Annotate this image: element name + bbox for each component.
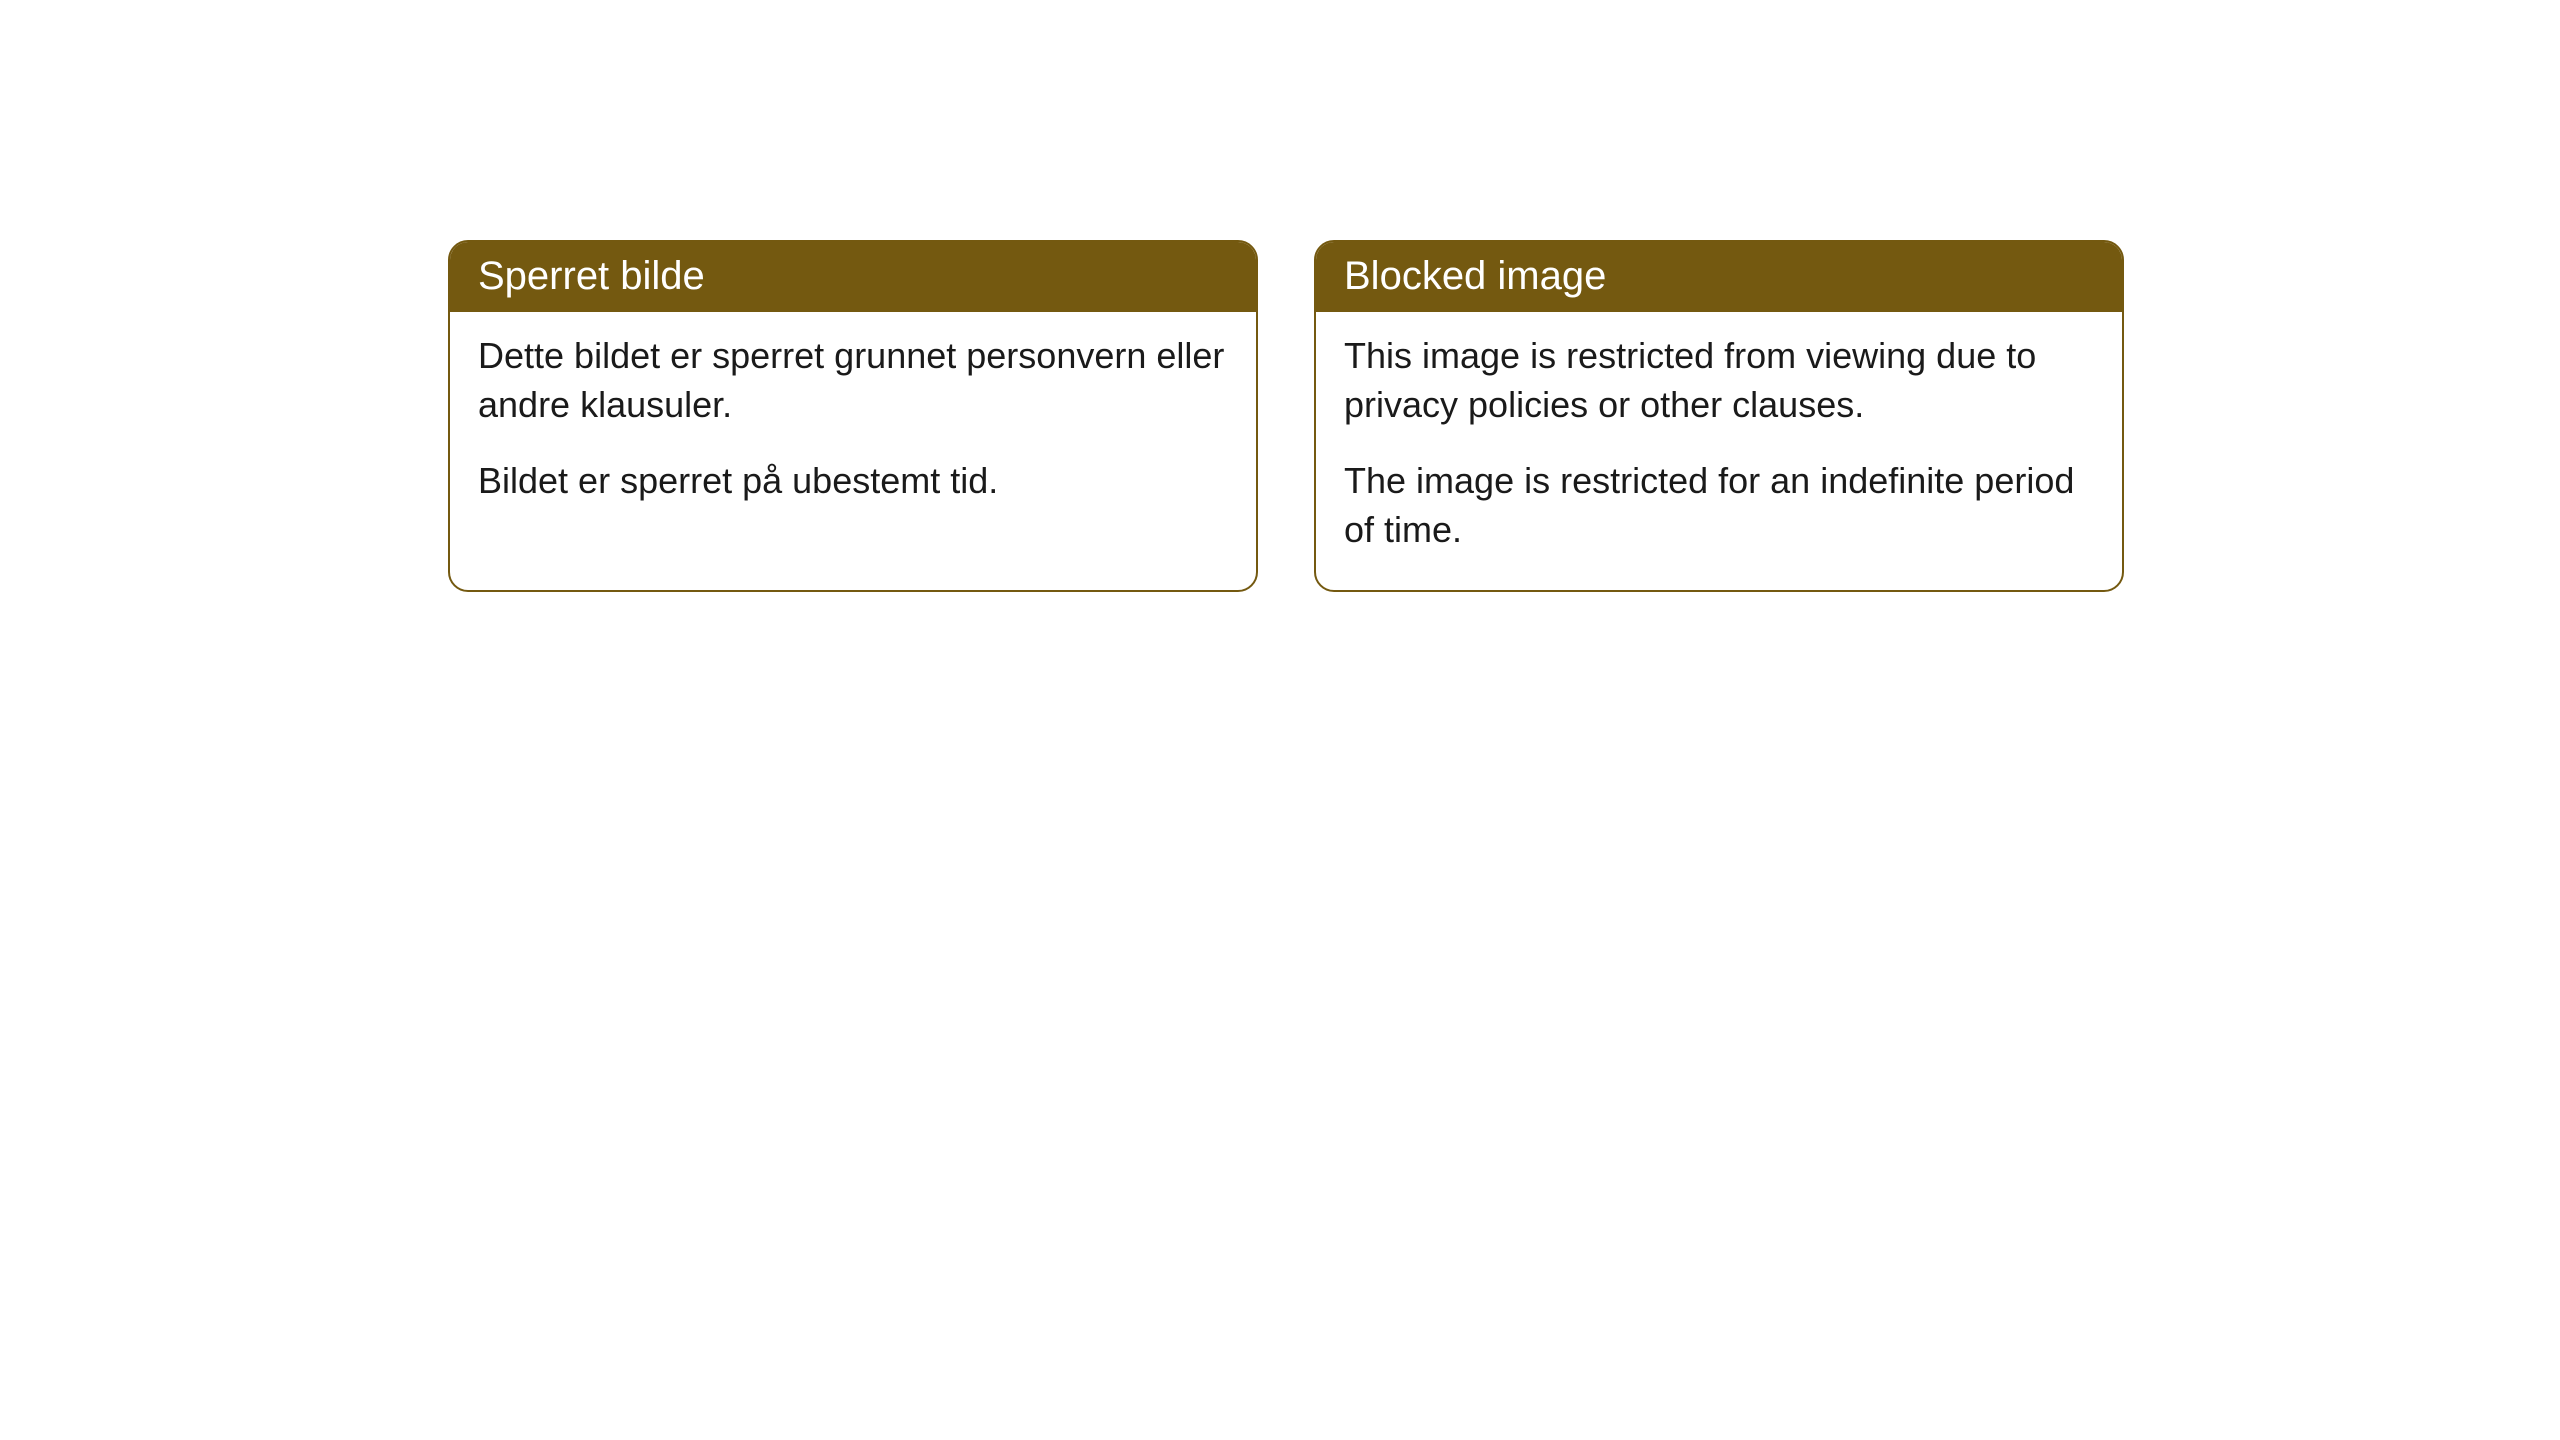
notice-card-english: Blocked image This image is restricted f… <box>1314 240 2124 592</box>
notice-body-norwegian: Dette bildet er sperret grunnet personve… <box>450 312 1256 542</box>
notice-paragraph: This image is restricted from viewing du… <box>1344 332 2094 429</box>
notice-paragraph: Dette bildet er sperret grunnet personve… <box>478 332 1228 429</box>
notice-container: Sperret bilde Dette bildet er sperret gr… <box>0 0 2560 592</box>
notice-card-norwegian: Sperret bilde Dette bildet er sperret gr… <box>448 240 1258 592</box>
notice-title-english: Blocked image <box>1316 242 2122 312</box>
notice-title-norwegian: Sperret bilde <box>450 242 1256 312</box>
notice-body-english: This image is restricted from viewing du… <box>1316 312 2122 590</box>
notice-paragraph: The image is restricted for an indefinit… <box>1344 457 2094 554</box>
notice-paragraph: Bildet er sperret på ubestemt tid. <box>478 457 1228 506</box>
